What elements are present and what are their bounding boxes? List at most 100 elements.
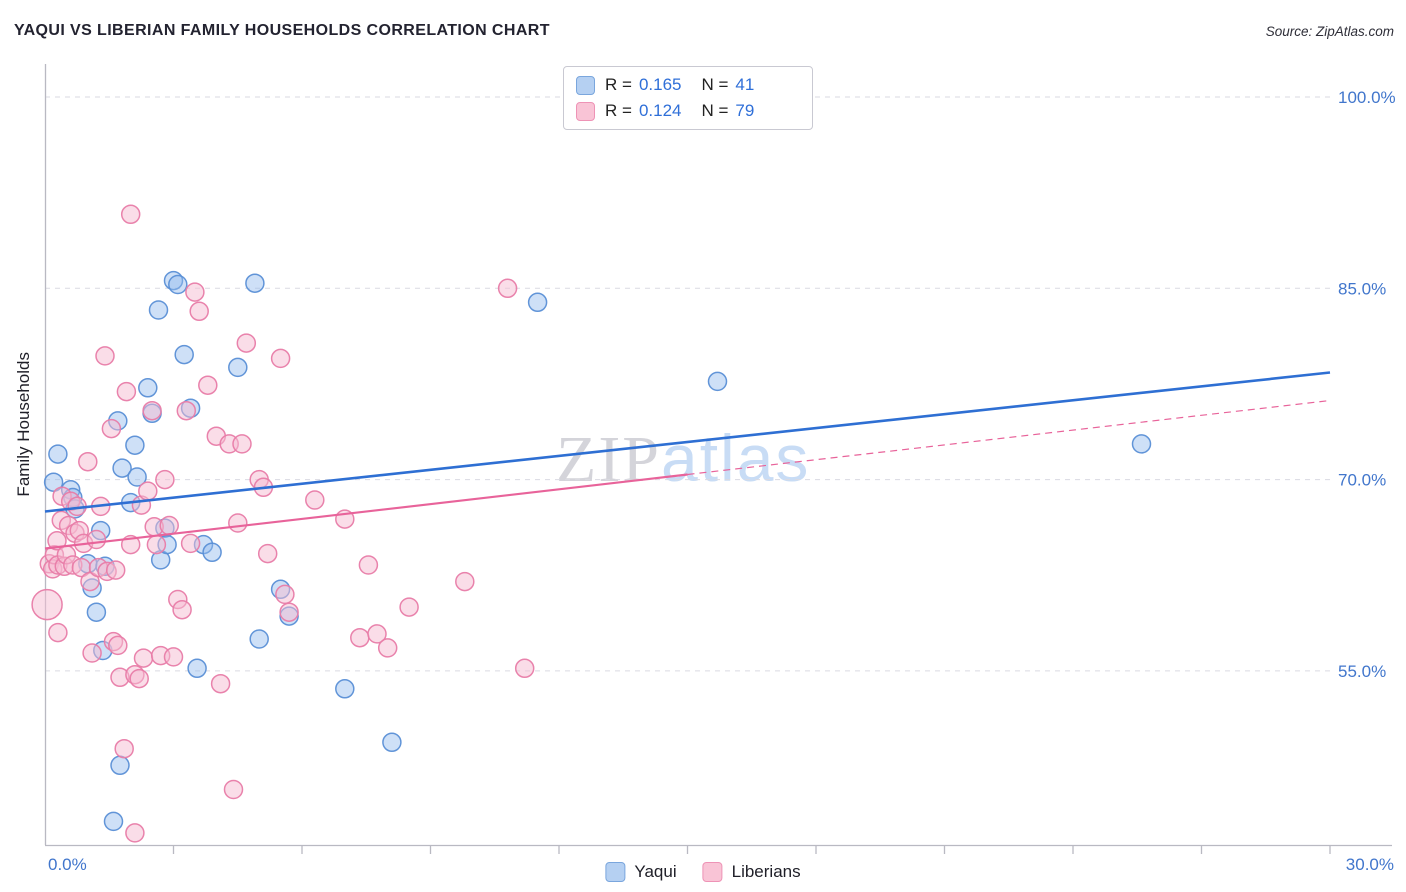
liberians-point — [185, 282, 205, 302]
yaqui-point — [249, 629, 269, 649]
liberians-point — [129, 668, 149, 689]
yaqui-point — [174, 344, 194, 365]
liberians-point — [455, 571, 475, 592]
liberians-point — [223, 779, 244, 800]
liberians-point — [120, 204, 141, 225]
liberians-point — [142, 400, 162, 421]
yaqui-point — [125, 435, 145, 455]
liberians-point — [279, 602, 299, 622]
yaqui-point — [527, 292, 548, 313]
liberians-point — [80, 571, 100, 592]
liberians-point — [257, 543, 278, 564]
n-value: 41 — [735, 75, 755, 94]
yaqui-point — [382, 732, 402, 753]
legend-row-yaqui: R = 0.165 N = 41 — [576, 75, 800, 95]
yaqui-point — [103, 811, 124, 832]
liberians-point — [180, 533, 201, 554]
liberians-point — [125, 823, 145, 843]
yaqui-legend-swatch — [605, 862, 626, 882]
yaqui-point — [110, 755, 130, 776]
yaqui-point — [187, 658, 207, 679]
x-axis-min-label: 0.0% — [48, 855, 87, 874]
yaqui-point — [1131, 434, 1152, 454]
yaqui-point — [48, 444, 68, 464]
yaqui-legend-swatch — [576, 75, 595, 95]
bottom-legend-item-liberians: Liberians — [702, 862, 801, 882]
liberians-point — [198, 375, 218, 395]
liberians-point — [31, 588, 63, 621]
liberians-point — [116, 381, 137, 402]
liberians-point — [358, 555, 379, 575]
liberians-point — [138, 481, 158, 501]
y-tick-label: 100.0% — [1338, 88, 1396, 107]
r-label: R = — [605, 75, 632, 94]
liberians-point — [82, 643, 102, 663]
legend-box: R = 0.165 N = 41 R = 0.124 N = 79 — [563, 66, 813, 130]
bottom-legend-label: Yaqui — [634, 862, 677, 881]
liberians-point — [232, 434, 252, 454]
liberians-point — [163, 647, 184, 667]
liberians-point — [305, 490, 325, 510]
liberians-point — [176, 400, 197, 421]
liberians-point — [133, 648, 154, 668]
liberians-point — [101, 418, 122, 439]
liberians-point — [114, 738, 134, 759]
liberians-point — [367, 624, 387, 644]
liberians-point — [47, 531, 67, 551]
yaqui-trend-line — [44, 371, 1331, 513]
liberians-point — [155, 469, 175, 490]
y-tick-labels-layer: 100.0% 85.0% 70.0% 55.0% — [1338, 88, 1396, 681]
liberians-point — [48, 622, 68, 643]
liberians-point — [377, 638, 398, 658]
liberians-trend-line — [44, 473, 688, 550]
liberians-point — [270, 348, 291, 369]
liberians-point — [95, 346, 115, 366]
n-label: N = — [701, 101, 729, 120]
yaqui-point — [86, 602, 107, 622]
liberians-point — [146, 534, 167, 555]
y-tick-label: 70.0% — [1338, 471, 1386, 490]
liberians-point — [108, 635, 128, 656]
yaqui-point — [43, 472, 64, 492]
n-label: N = — [701, 75, 729, 94]
yaqui-point — [335, 679, 355, 699]
trend-layer — [44, 371, 1331, 550]
axis-layer — [44, 64, 1392, 854]
yaqui-point — [148, 300, 169, 320]
gridlines-layer — [45, 96, 1330, 672]
liberians-point — [350, 627, 370, 648]
liberians-point — [275, 584, 295, 605]
y-axis-title: Family Households — [14, 352, 33, 497]
source-link[interactable]: Source: ZipAtlas.com — [1265, 24, 1394, 39]
bottom-legend-item-yaqui: Yaqui — [605, 862, 677, 882]
r-label: R = — [605, 101, 632, 120]
y-tick-label: 55.0% — [1338, 662, 1386, 681]
n-value: 79 — [735, 101, 755, 120]
yaqui-point — [228, 357, 248, 378]
yaqui-point — [707, 371, 728, 392]
liberians-legend-swatch — [576, 101, 595, 121]
liberians-point — [497, 278, 518, 299]
yaqui-point — [138, 378, 158, 398]
r-value: 0.124 — [638, 101, 682, 120]
yaqui-point — [245, 273, 265, 293]
yaqui-point — [168, 274, 188, 295]
yaqui-point — [127, 467, 147, 487]
liberians-trend-line-projection — [687, 399, 1331, 476]
x-axis-max-label: 30.0% — [1346, 855, 1394, 874]
points-layer — [31, 204, 1152, 843]
liberians-point — [86, 529, 107, 550]
liberians-point — [228, 513, 248, 533]
liberians-point — [159, 515, 179, 536]
page-title: YAQUI VS LIBERIAN FAMILY HOUSEHOLDS CORR… — [14, 22, 550, 39]
liberians-point — [105, 560, 126, 580]
watermark-atlas: atlas — [661, 421, 811, 495]
liberians-point — [189, 301, 209, 322]
liberians-point — [172, 599, 192, 620]
liberians-point — [399, 597, 419, 617]
legend-row-liberians: R = 0.124 N = 79 — [576, 101, 800, 121]
bottom-legend-label: Liberians — [731, 862, 801, 881]
yaqui-point — [202, 542, 222, 563]
